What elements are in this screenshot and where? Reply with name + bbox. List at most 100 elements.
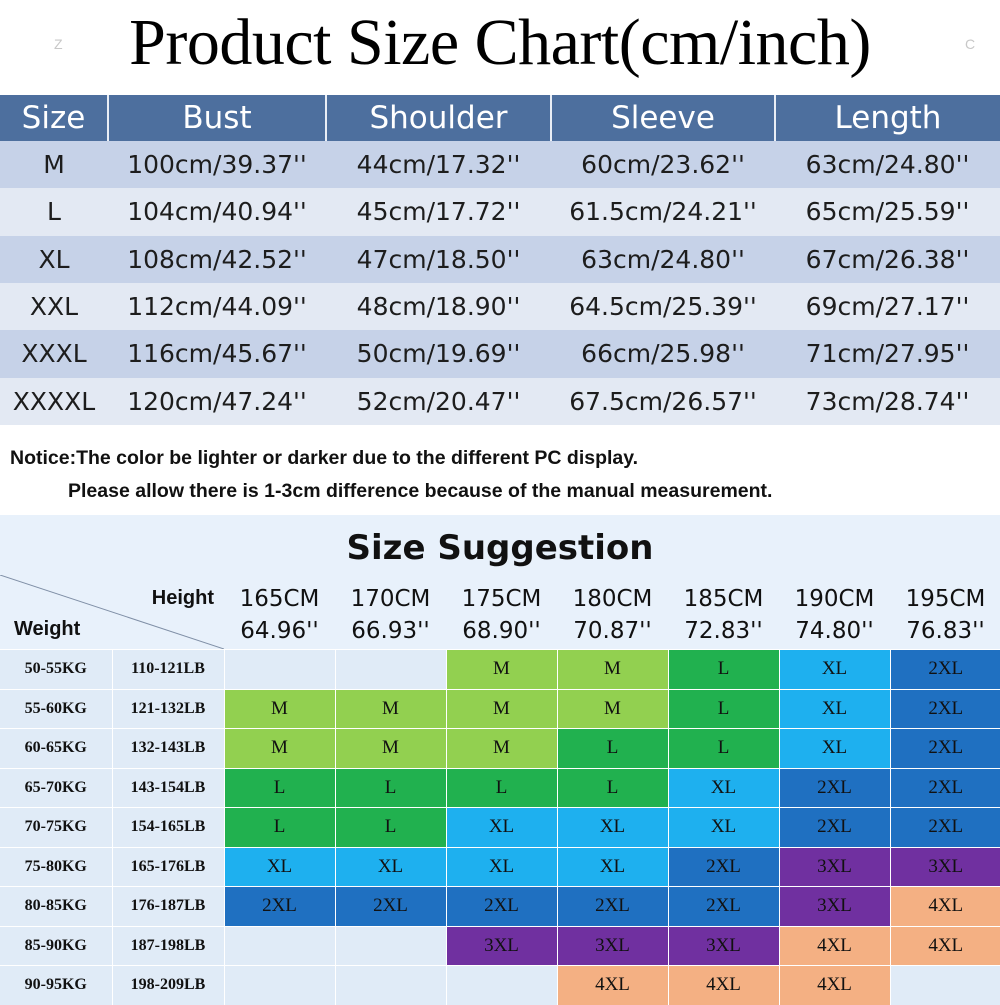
empty-cell (223, 925, 335, 966)
height-inch-header: 66.93'' (335, 612, 446, 650)
height-inch-header: 74.80'' (779, 612, 890, 650)
shoulder-cell: 52cm/20.47'' (326, 377, 551, 425)
size-chart-table: Size Bust Shoulder Sleeve Length M 100cm… (0, 95, 1000, 425)
weight-lb-cell: 110-121LB (112, 649, 224, 689)
size-cell: XXL (0, 282, 108, 331)
weight-lb-cell: 165-176LB (112, 846, 224, 887)
size-cell: XXXL (0, 330, 108, 378)
bust-cell: 104cm/40.94'' (108, 188, 326, 236)
shoulder-cell: 44cm/17.32'' (326, 141, 551, 189)
size-suggestion-cell: XL (445, 807, 557, 847)
size-suggestion-cell: M (334, 728, 446, 768)
weight-kg-cell: 85-90KG (0, 925, 113, 966)
empty-cell (223, 649, 335, 689)
sleeve-cell: 64.5cm/25.39'' (551, 282, 775, 331)
size-suggestion-cell: 2XL (889, 649, 1000, 689)
weight-row: 60-65KG 132-143LB M M M L L XL 2XL (0, 728, 1000, 768)
size-suggestion-cell: L (556, 767, 668, 808)
weight-row: 75-80KG 165-176LB XL XL XL XL 2XL 3XL 3XL (0, 846, 1000, 887)
size-suggestion-cell: 2XL (889, 728, 1000, 768)
weight-row: 80-85KG 176-187LB 2XL 2XL 2XL 2XL 2XL 3XL 4XL (0, 886, 1000, 926)
size-suggestion-cell: 4XL (889, 925, 1000, 966)
size-suggestion-cell: 4XL (778, 965, 890, 1005)
bust-cell: 108cm/42.52'' (108, 235, 326, 283)
empty-cell (223, 965, 335, 1005)
height-inch-header: 70.87'' (557, 612, 668, 650)
header-length: Length (775, 95, 1000, 141)
size-suggestion-cell: M (334, 688, 446, 729)
size-suggestion-cell: L (334, 807, 446, 847)
height-inch-header: 68.90'' (446, 612, 557, 650)
size-suggestion-cell: M (556, 649, 668, 689)
height-inch-header: 64.96'' (224, 612, 335, 650)
weight-row: 55-60KG 121-132LB M M M M L XL 2XL (0, 688, 1000, 729)
size-suggestion-grid: Height Weight 165CM 170CM 175CM 180CM 18… (0, 575, 1000, 1005)
size-suggestion-cell: XL (445, 846, 557, 887)
size-suggestion-cell: 2XL (667, 886, 779, 926)
size-suggestion-cell: 2XL (889, 688, 1000, 729)
sleeve-cell: 61.5cm/24.21'' (551, 188, 775, 236)
size-suggestion-cell: XL (778, 728, 890, 768)
size-suggestion-cell: M (223, 728, 335, 768)
size-suggestion-cell: M (445, 728, 557, 768)
size-suggestion-cell: XL (667, 767, 779, 808)
corner-diagonal-line (0, 575, 224, 649)
table-row: XXL 112cm/44.09'' 48cm/18.90'' 64.5cm/25… (0, 282, 1000, 331)
empty-cell (334, 965, 446, 1005)
table-row: L 104cm/40.94'' 45cm/17.72'' 61.5cm/24.2… (0, 188, 1000, 236)
size-suggestion-cell: XL (778, 649, 890, 689)
size-suggestion-cell: 3XL (556, 925, 668, 966)
size-suggestion-cell: L (445, 767, 557, 808)
weight-row: 70-75KG 154-165LB L L XL XL XL 2XL 2XL (0, 807, 1000, 847)
size-suggestion-panel: Size Suggestion Height Weight 165CM 170C… (0, 515, 1000, 1005)
weight-kg-cell: 80-85KG (0, 886, 113, 926)
size-suggestion-cell: 4XL (556, 965, 668, 1005)
size-suggestion-cell: 3XL (667, 925, 779, 966)
shoulder-cell: 47cm/18.50'' (326, 235, 551, 283)
shoulder-cell: 48cm/18.90'' (326, 282, 551, 331)
length-cell: 67cm/26.38'' (775, 235, 1000, 283)
height-cm-header: 185CM (668, 575, 779, 612)
size-cell: XXXXL (0, 377, 108, 425)
weight-kg-cell: 60-65KG (0, 728, 113, 768)
empty-cell (445, 965, 557, 1005)
weight-lb-cell: 154-165LB (112, 807, 224, 847)
size-suggestion-cell: 2XL (889, 807, 1000, 847)
size-suggestion-cell: XL (556, 807, 668, 847)
notice-line-color: Notice:The color be lighter or darker du… (10, 447, 639, 469)
size-suggestion-cell: M (445, 649, 557, 689)
grid-corner-header: Height Weight (0, 575, 224, 650)
size-suggestion-cell: 2XL (889, 767, 1000, 808)
weight-row: 90-95KG 198-209LB 4XL 4XL 4XL (0, 965, 1000, 1005)
size-suggestion-cell: XL (334, 846, 446, 887)
length-cell: 69cm/27.17'' (775, 282, 1000, 331)
size-cell: XL (0, 235, 108, 283)
weight-kg-cell: 90-95KG (0, 965, 113, 1005)
size-suggestion-cell: XL (223, 846, 335, 887)
length-cell: 71cm/27.95'' (775, 330, 1000, 378)
table-row: XXXL 116cm/45.67'' 50cm/19.69'' 66cm/25.… (0, 330, 1000, 378)
weight-lb-cell: 121-132LB (112, 688, 224, 729)
size-suggestion-cell: XL (667, 807, 779, 847)
empty-cell (889, 965, 1000, 1005)
size-suggestion-cell: 2XL (778, 767, 890, 808)
weight-lb-cell: 143-154LB (112, 767, 224, 808)
size-suggestion-cell: 2XL (778, 807, 890, 847)
notice-line-measurement: Please allow there is 1-3cm difference b… (68, 480, 773, 502)
size-suggestion-cell: XL (778, 688, 890, 729)
size-cell: M (0, 141, 108, 189)
empty-cell (334, 925, 446, 966)
height-cm-header: 170CM (335, 575, 446, 612)
weight-kg-cell: 65-70KG (0, 767, 113, 808)
size-suggestion-cell: 2XL (223, 886, 335, 926)
height-cm-header: 190CM (779, 575, 890, 612)
weight-row: 50-55KG 110-121LB M M L XL 2XL (0, 649, 1000, 689)
height-label: Height (151, 587, 214, 609)
length-cell: 63cm/24.80'' (775, 141, 1000, 189)
size-suggestion-cell: 3XL (778, 886, 890, 926)
weight-kg-cell: 70-75KG (0, 807, 113, 847)
size-cell: L (0, 188, 108, 236)
empty-cell (334, 649, 446, 689)
size-chart-header-row: Size Bust Shoulder Sleeve Length (0, 95, 1000, 141)
size-suggestion-cell: L (667, 728, 779, 768)
